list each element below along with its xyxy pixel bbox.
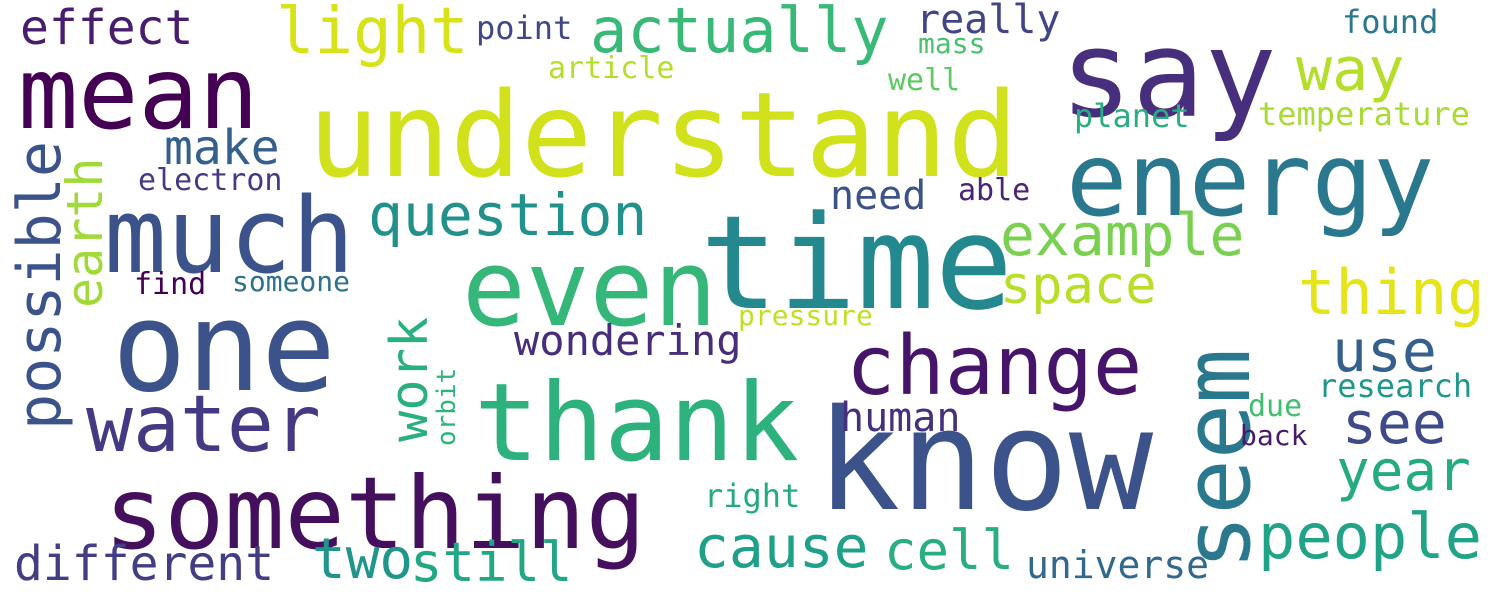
word-something: something <box>104 455 646 572</box>
word-question: question <box>368 181 648 249</box>
word-someone: someone <box>232 265 351 298</box>
word-need: need <box>830 173 927 219</box>
word-know: know <box>816 380 1154 543</box>
word-time: time <box>700 187 1014 339</box>
word-change: change <box>846 319 1143 414</box>
word-water: water <box>86 380 321 470</box>
word-mean: mean <box>18 35 259 152</box>
word-found: found <box>1342 3 1439 41</box>
word-pressure: pressure <box>738 299 873 332</box>
word-electron: electron <box>138 163 283 198</box>
word-due: due <box>1248 389 1303 424</box>
word-light: light <box>276 0 469 69</box>
word-earth: earth <box>56 157 114 308</box>
word-well: well <box>888 63 961 98</box>
word-space: space <box>1000 256 1157 316</box>
word-say: say <box>1060 6 1277 145</box>
word-way: way <box>1296 35 1405 105</box>
word-planet: planet <box>1074 97 1190 135</box>
word-even: even <box>462 227 718 350</box>
word-orbit: orbit <box>432 367 462 446</box>
word-example: example <box>1000 201 1245 269</box>
word-article: article <box>548 51 675 86</box>
word-mass: mass <box>918 27 986 60</box>
word-cause: cause <box>694 513 869 581</box>
word-find: find <box>134 267 207 302</box>
word-research: research <box>1318 367 1473 405</box>
word-make: make <box>164 120 280 176</box>
word-different: different <box>14 536 275 592</box>
word-see: see <box>1342 389 1447 457</box>
word-understand: understand <box>308 66 1019 204</box>
word-thank: thank <box>474 361 800 486</box>
word-actually: actually <box>590 0 889 67</box>
word-thing: thing <box>1298 256 1485 329</box>
word-energy: energy <box>1066 121 1435 240</box>
word-still: still <box>410 531 573 594</box>
word-back: back <box>1240 419 1308 452</box>
word-able: able <box>958 173 1031 208</box>
word-work: work <box>380 316 440 442</box>
word-use: use <box>1332 317 1437 385</box>
word-seem: seem <box>1164 348 1271 570</box>
word-year: year <box>1336 439 1471 504</box>
word-temperature: temperature <box>1258 95 1470 133</box>
word-right: right <box>704 477 801 515</box>
word-two: two <box>312 527 414 592</box>
word-universe: universe <box>1026 543 1210 587</box>
word-much: much <box>104 175 355 297</box>
word-human: human <box>840 395 961 441</box>
word-effect: effect <box>20 0 194 56</box>
word-really: really <box>916 0 1061 43</box>
word-point: point <box>476 9 573 47</box>
word-one: one <box>112 276 336 420</box>
word-cell: cell <box>884 519 1015 582</box>
word-wondering: wondering <box>514 316 742 365</box>
word-people: people <box>1258 500 1482 573</box>
